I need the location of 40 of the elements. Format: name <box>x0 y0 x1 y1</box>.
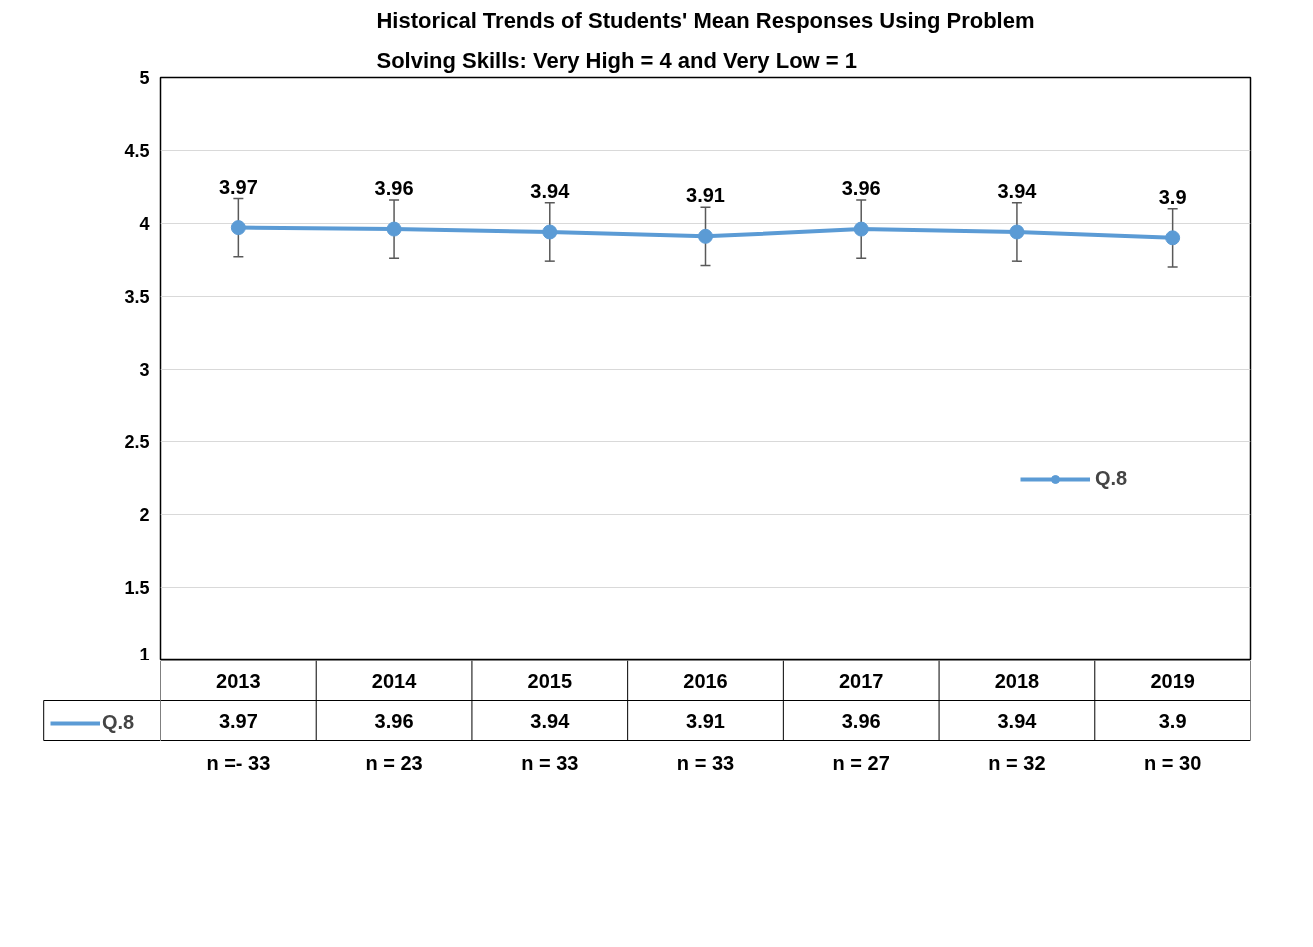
legend-label: Q.8 <box>1095 467 1128 490</box>
text: 3.94 <box>530 179 570 202</box>
text: 3.9 <box>1158 185 1187 208</box>
x-tick-label: 2018 <box>994 669 1040 692</box>
data-label: 3.94 <box>530 709 571 732</box>
x-tick-label: 2014 <box>371 669 418 692</box>
text: n = 32 <box>988 751 1046 774</box>
x-tick-label: 2017 <box>838 669 884 692</box>
text: 3.97 <box>218 175 258 198</box>
text: Q.8 <box>102 711 135 733</box>
x-tick-label: 2013 <box>216 669 261 692</box>
y-tick-label: 1.5 <box>124 578 150 599</box>
text: n = 33 <box>521 751 579 774</box>
data-label: 3.96 <box>841 709 881 732</box>
text: 3.91 <box>686 184 725 207</box>
x-tick-label: 2015 <box>527 669 573 692</box>
data-label: 3.94 <box>997 709 1038 732</box>
y-tick-label: 1 <box>139 644 150 665</box>
text: n = 23 <box>365 751 423 774</box>
x-tick-label: 2019 <box>1150 669 1195 692</box>
y-tick-label: 5 <box>139 68 150 88</box>
text: n = 27 <box>832 751 890 774</box>
data-label: 3.97 <box>218 709 258 732</box>
x-tick-label: 2016 <box>683 669 728 692</box>
text: 3.96 <box>374 177 414 200</box>
y-tick-label: 4.5 <box>124 140 150 161</box>
chart-title: Historical Trends of Students' Mean Responses Using Problem Solving Skills: Very High = 4 and Very Low = 1 <box>376 7 1035 73</box>
data-label: 3.96 <box>374 709 414 732</box>
text: n = 33 <box>676 751 735 774</box>
data-label: 3.91 <box>686 709 725 732</box>
y-tick-label: 2.5 <box>124 432 150 453</box>
y-tick-label: 3 <box>139 359 150 380</box>
y-tick-label: 2 <box>139 505 150 526</box>
y-tick-label: 3.5 <box>124 286 150 307</box>
y-tick-label: 4 <box>139 213 150 234</box>
text: 3.96 <box>841 177 881 200</box>
text: 3.94 <box>997 179 1037 202</box>
text: n =- 33 <box>206 751 271 774</box>
text: n = 30 <box>1144 751 1202 774</box>
data-label: 3.9 <box>1158 709 1187 732</box>
